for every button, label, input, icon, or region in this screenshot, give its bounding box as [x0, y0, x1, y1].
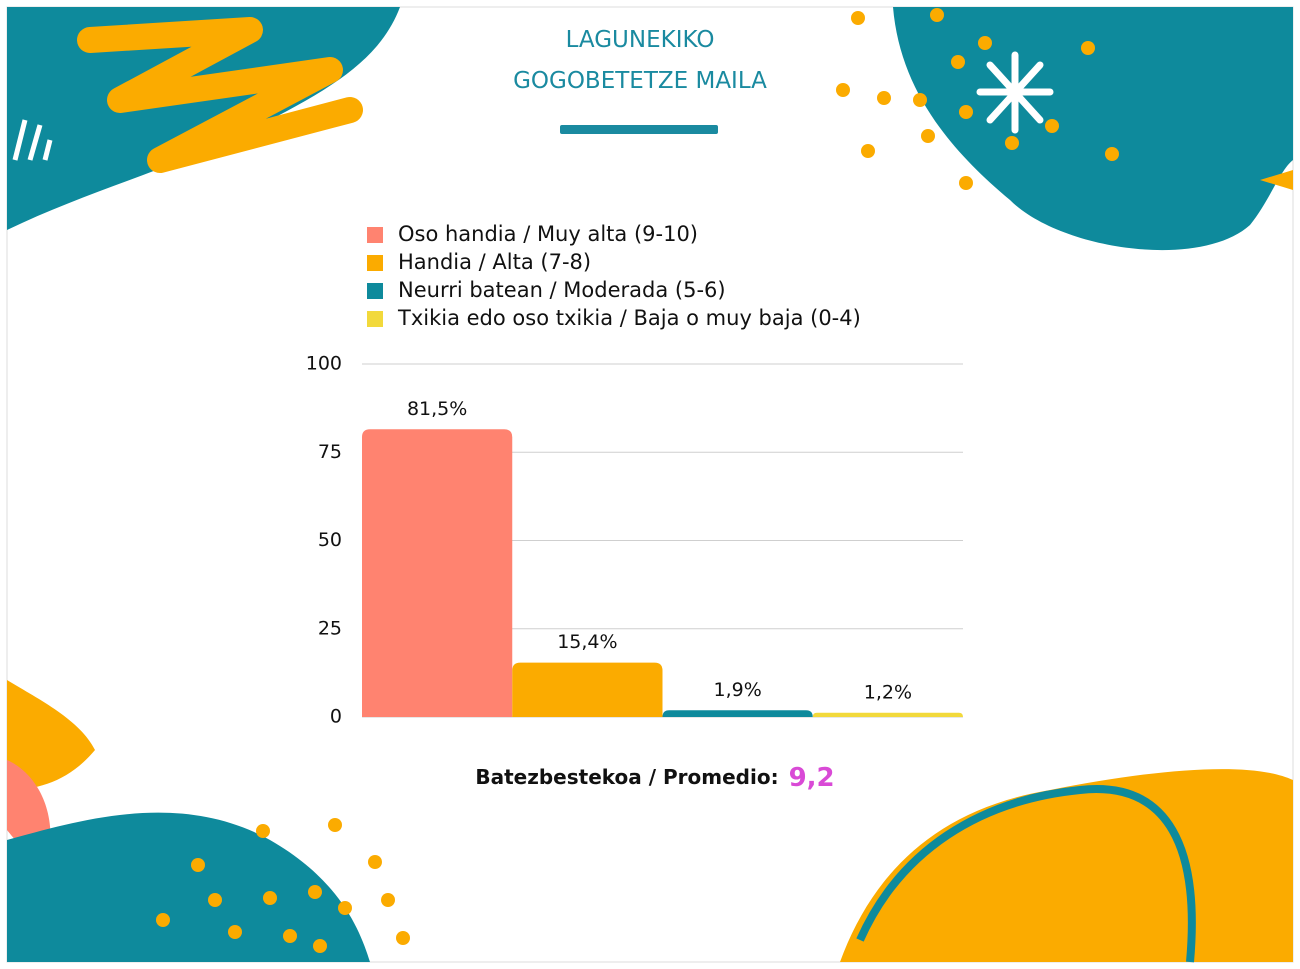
decoration [7, 7, 1293, 962]
legend-swatch [367, 283, 383, 299]
y-tick-label: 25 [318, 617, 342, 639]
legend-swatch [367, 311, 383, 327]
value-label: 1,2% [864, 681, 912, 703]
legend-swatch [367, 227, 383, 243]
bar [813, 713, 963, 717]
value-label: 15,4% [557, 631, 617, 653]
legend-label: Txikia edo oso txikia / Baja o muy baja … [397, 306, 861, 330]
bar [663, 710, 813, 717]
y-tick-label: 50 [318, 529, 342, 551]
chart: 0 25 50 75 100 Oso handia / Muy alta (9-10) Ha… [0, 0, 1300, 969]
y-tick-label: 100 [306, 353, 342, 375]
y-tick-label: 75 [318, 441, 342, 463]
y-tick-label: 0 [330, 706, 342, 728]
average-label: Batezbestekoa / Promedio: [475, 765, 778, 789]
value-label: 81,5% [407, 398, 467, 420]
legend-label: Handia / Alta (7-8) [398, 250, 591, 274]
bar [362, 429, 512, 717]
bar [512, 663, 662, 717]
page: 0 25 50 75 100 Oso handia / Muy alta (9-10) Ha… [0, 0, 1300, 969]
legend-label: Neurri batean / Moderada (5-6) [398, 278, 726, 302]
legend-label: Oso handia / Muy alta (9-10) [398, 222, 698, 246]
average-value: 9,2 [789, 763, 835, 793]
legend-swatch [367, 255, 383, 271]
value-label: 1,9% [713, 679, 761, 701]
chart-title: LAGUNEKIKO GOGOBETETZE MAILA [480, 20, 800, 102]
title-underline [560, 125, 718, 134]
